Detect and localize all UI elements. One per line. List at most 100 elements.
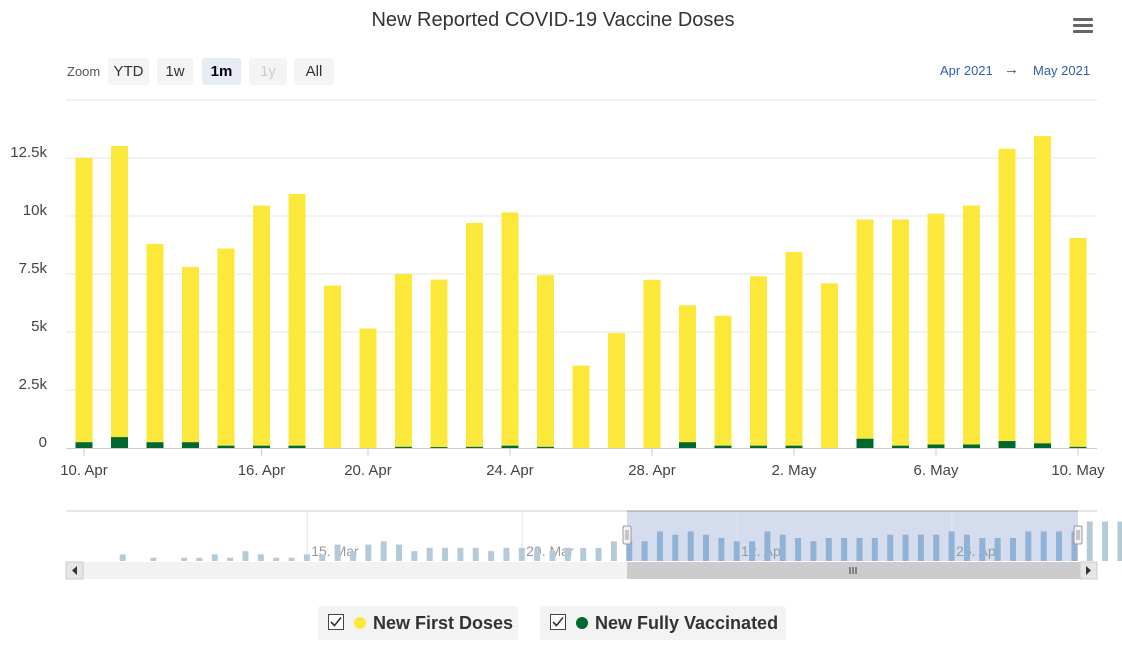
bar-first-doses[interactable] — [785, 251, 803, 446]
navigator-bar — [1071, 531, 1078, 561]
navigator-bar — [150, 557, 157, 561]
bar-first-doses[interactable] — [75, 158, 93, 443]
bar-first-doses[interactable] — [146, 243, 164, 443]
x-tick-label: 2. May — [771, 462, 817, 479]
legend-item-fully-vaccinated[interactable]: New Fully Vaccinated — [540, 606, 786, 640]
chart-menu-button[interactable] — [1066, 12, 1100, 40]
x-tick-label: 28. Apr — [628, 462, 676, 479]
bar-fully-vaccinated[interactable] — [750, 445, 767, 448]
zoom-1w-button[interactable]: 1w — [157, 58, 193, 85]
first-doses-color-dot — [354, 617, 366, 629]
bar-first-doses[interactable] — [501, 212, 519, 446]
zoom-ytd-button[interactable]: YTD — [108, 58, 149, 85]
bar-first-doses[interactable] — [466, 222, 483, 447]
chart-title: New Reported COVID-19 Vaccine Doses — [371, 9, 735, 31]
legend-label: New Fully Vaccinated — [595, 613, 779, 633]
bar-first-doses[interactable] — [1069, 238, 1087, 447]
navigator-bar — [334, 544, 341, 561]
bar-first-doses[interactable] — [111, 145, 128, 438]
bar-first-doses[interactable] — [253, 205, 270, 446]
bar-fully-vaccinated[interactable] — [217, 445, 235, 448]
bar-first-doses[interactable] — [1034, 135, 1051, 444]
navigator-right-handle[interactable] — [1073, 525, 1083, 545]
checkbox-checked-icon[interactable] — [328, 614, 344, 630]
bar-first-doses[interactable] — [927, 213, 945, 445]
bar-first-doses[interactable] — [998, 148, 1016, 442]
bar-first-doses[interactable] — [217, 248, 235, 446]
navigator-bar — [656, 531, 663, 561]
bar-fully-vaccinated[interactable] — [288, 445, 306, 448]
bar-fully-vaccinated[interactable] — [146, 442, 164, 448]
bar-fully-vaccinated[interactable] — [679, 442, 696, 448]
bar-first-doses[interactable] — [537, 275, 554, 447]
bar-fully-vaccinated[interactable] — [1069, 446, 1087, 448]
navigator-bar — [227, 557, 234, 561]
bar-first-doses[interactable] — [182, 267, 199, 443]
zoom-all-button[interactable]: All — [294, 58, 334, 85]
bar-first-doses[interactable] — [359, 328, 377, 448]
bar-first-doses[interactable] — [892, 219, 909, 446]
bar-fully-vaccinated[interactable] — [714, 445, 732, 448]
range-arrow: → — [1004, 61, 1019, 78]
bar-fully-vaccinated[interactable] — [963, 444, 980, 448]
navigator-bar — [764, 531, 771, 561]
navigator-date-label: 12. Apr — [741, 543, 786, 559]
navigator-date-label: 26. Apr — [956, 543, 1001, 559]
x-tick-label: 10. May — [1051, 462, 1105, 479]
bar-fully-vaccinated[interactable] — [466, 446, 483, 448]
bar-fully-vaccinated[interactable] — [892, 445, 909, 448]
y-tick-label: 2.5k — [19, 376, 48, 393]
navigator-left-handle[interactable] — [622, 525, 632, 545]
navigator-bar — [288, 557, 295, 561]
bar-fully-vaccinated[interactable] — [501, 445, 519, 448]
navigator-bar — [1040, 531, 1047, 561]
bar-first-doses[interactable] — [714, 315, 732, 446]
checkbox-checked-icon[interactable] — [550, 614, 566, 630]
navigator-selected-mask[interactable] — [627, 511, 1078, 561]
bar-first-doses[interactable] — [395, 274, 412, 447]
navigator-bar — [749, 541, 756, 561]
bar-fully-vaccinated[interactable] — [395, 446, 412, 448]
navigator-bar — [349, 551, 356, 561]
bar-fully-vaccinated[interactable] — [856, 438, 874, 448]
bar-fully-vaccinated[interactable] — [75, 442, 93, 448]
bar-first-doses[interactable] — [750, 276, 767, 446]
bar-fully-vaccinated[interactable] — [1034, 443, 1051, 448]
zoom-1m-button[interactable]: 1m — [202, 58, 241, 85]
bar-first-doses[interactable] — [608, 333, 625, 448]
bar-fully-vaccinated[interactable] — [182, 442, 199, 448]
navigator-bar — [1025, 531, 1032, 561]
navigator-bar — [503, 547, 510, 561]
navigator-bar — [442, 547, 449, 561]
bar-fully-vaccinated[interactable] — [253, 445, 270, 448]
navigator-bar — [380, 541, 387, 561]
navigator-bar — [534, 547, 541, 561]
bar-fully-vaccinated[interactable] — [927, 444, 945, 448]
bar-fully-vaccinated[interactable] — [537, 446, 554, 448]
navigator-bar — [549, 551, 556, 561]
navigator-bar — [242, 551, 249, 561]
bar-fully-vaccinated[interactable] — [998, 441, 1016, 448]
bar-first-doses[interactable] — [643, 279, 661, 448]
bar-first-doses[interactable] — [288, 193, 306, 446]
bar-first-doses[interactable] — [324, 285, 341, 448]
navigator-bar — [426, 547, 433, 561]
bar-fully-vaccinated[interactable] — [785, 445, 803, 448]
bar-fully-vaccinated[interactable] — [430, 447, 448, 448]
bar-first-doses[interactable] — [963, 205, 980, 445]
bar-first-doses[interactable] — [679, 305, 696, 443]
bar-first-doses[interactable] — [572, 365, 590, 448]
bar-first-doses[interactable] — [430, 279, 448, 448]
bar-first-doses[interactable] — [856, 219, 874, 439]
navigator-bar — [610, 541, 617, 561]
bar-fully-vaccinated[interactable] — [111, 437, 128, 448]
y-tick-label: 5k — [31, 318, 47, 335]
navigator-bar — [672, 534, 679, 561]
navigator-bar — [196, 557, 203, 561]
range-to-date[interactable]: May 2021 — [1033, 63, 1091, 78]
range-from-date[interactable]: Apr 2021 — [940, 63, 993, 78]
navigator-bar — [733, 541, 740, 561]
bar-first-doses[interactable] — [821, 283, 838, 448]
legend-item-first-doses[interactable]: New First Doses — [318, 606, 518, 640]
navigator-bar — [687, 531, 694, 561]
